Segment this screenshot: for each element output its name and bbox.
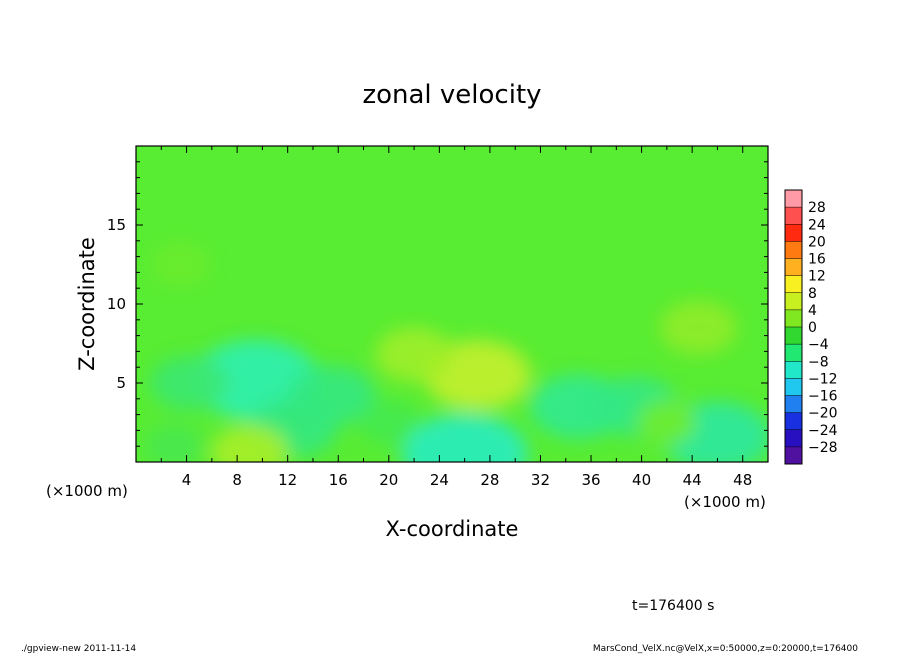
colorbar-swatch xyxy=(785,446,802,465)
colorbar-label: 0 xyxy=(808,320,817,336)
x-tick-label: 4 xyxy=(182,471,192,489)
field-feature-15 xyxy=(359,400,418,445)
colorbar-swatch xyxy=(785,258,802,277)
x-axis-ticks: 4 8 12 16 20 24 28 32 36 40 44 48 xyxy=(160,146,769,489)
field-feature-8 xyxy=(401,414,528,462)
colorbar-swatch xyxy=(785,190,802,208)
colorbar-swatch xyxy=(785,292,802,311)
x-tick-label: 16 xyxy=(329,471,348,489)
x-tick-label: 12 xyxy=(278,471,297,489)
colorbar-label: −12 xyxy=(808,371,838,387)
chart-title: zonal velocity xyxy=(362,80,541,110)
field-feature-13 xyxy=(151,242,210,287)
colorbar-swatch xyxy=(785,224,802,242)
colorbar-label: −24 xyxy=(808,423,838,439)
colorbar-label: 4 xyxy=(808,303,817,319)
x-tick-label: 48 xyxy=(733,471,752,489)
x-tick-label: 40 xyxy=(632,471,651,489)
x-tick-label: 36 xyxy=(581,471,600,489)
time-annotation: t=176400 s xyxy=(632,598,714,614)
x-axis-title: X-coordinate xyxy=(386,517,519,541)
colorbar-swatch xyxy=(785,327,802,345)
field-feature-10 xyxy=(210,425,289,462)
colorbar-label: −20 xyxy=(808,406,838,422)
colorbar-swatch xyxy=(785,361,802,379)
plot-area xyxy=(136,146,768,462)
colorbar-swatch xyxy=(785,241,802,259)
footer-right: MarsCond_VelX.nc@VelX,x=0:50000,z=0:2000… xyxy=(593,644,858,654)
colorbar-label: −28 xyxy=(808,440,838,456)
colorbar-swatch xyxy=(785,378,802,396)
field-feature-1 xyxy=(150,355,229,411)
y-axis-title: Z-coordinate xyxy=(75,237,99,371)
colorbar-label: 28 xyxy=(808,200,826,216)
colorbar-swatch xyxy=(785,207,802,225)
colorbar-label: 16 xyxy=(808,252,826,268)
field-features xyxy=(144,242,768,462)
colorbar-label: 12 xyxy=(808,269,826,285)
x-tick-label: 32 xyxy=(531,471,550,489)
field-feature-4 xyxy=(375,327,454,382)
y-tick-label: 5 xyxy=(116,374,126,392)
x-tick-label: 28 xyxy=(480,471,499,489)
colorbar-label: 24 xyxy=(808,217,826,233)
colorbar-swatch xyxy=(785,412,802,431)
colorbar-label: −16 xyxy=(808,389,838,405)
field-feature-14 xyxy=(637,400,697,445)
colorbar-label: −8 xyxy=(808,354,829,370)
y-tick-label: 10 xyxy=(107,295,126,313)
colorbar-label: −4 xyxy=(808,337,829,353)
field-feature-11 xyxy=(144,424,204,462)
colorbar-swatch xyxy=(785,429,802,448)
colorbar-swatch xyxy=(785,309,802,328)
y-tick-label: 15 xyxy=(107,216,126,234)
field-feature-12 xyxy=(659,300,738,356)
x-unit-right: (×1000 m) xyxy=(684,493,766,511)
x-tick-label: 44 xyxy=(683,471,702,489)
colorbar-label: 20 xyxy=(808,234,826,250)
colorbar-swatch xyxy=(785,344,802,362)
x-tick-label: 24 xyxy=(430,471,449,489)
colorbar-swatch xyxy=(785,395,802,414)
y-axis-ticks: 5 10 15 xyxy=(107,161,768,447)
footer-left: ./gpview-new 2011-11-14 xyxy=(21,644,136,654)
colorbar-swatch xyxy=(785,275,802,294)
x-unit-left: (×1000 m) xyxy=(46,482,128,500)
x-tick-label: 20 xyxy=(379,471,398,489)
colorbar-label: 8 xyxy=(808,286,817,302)
x-tick-label: 8 xyxy=(232,471,242,489)
